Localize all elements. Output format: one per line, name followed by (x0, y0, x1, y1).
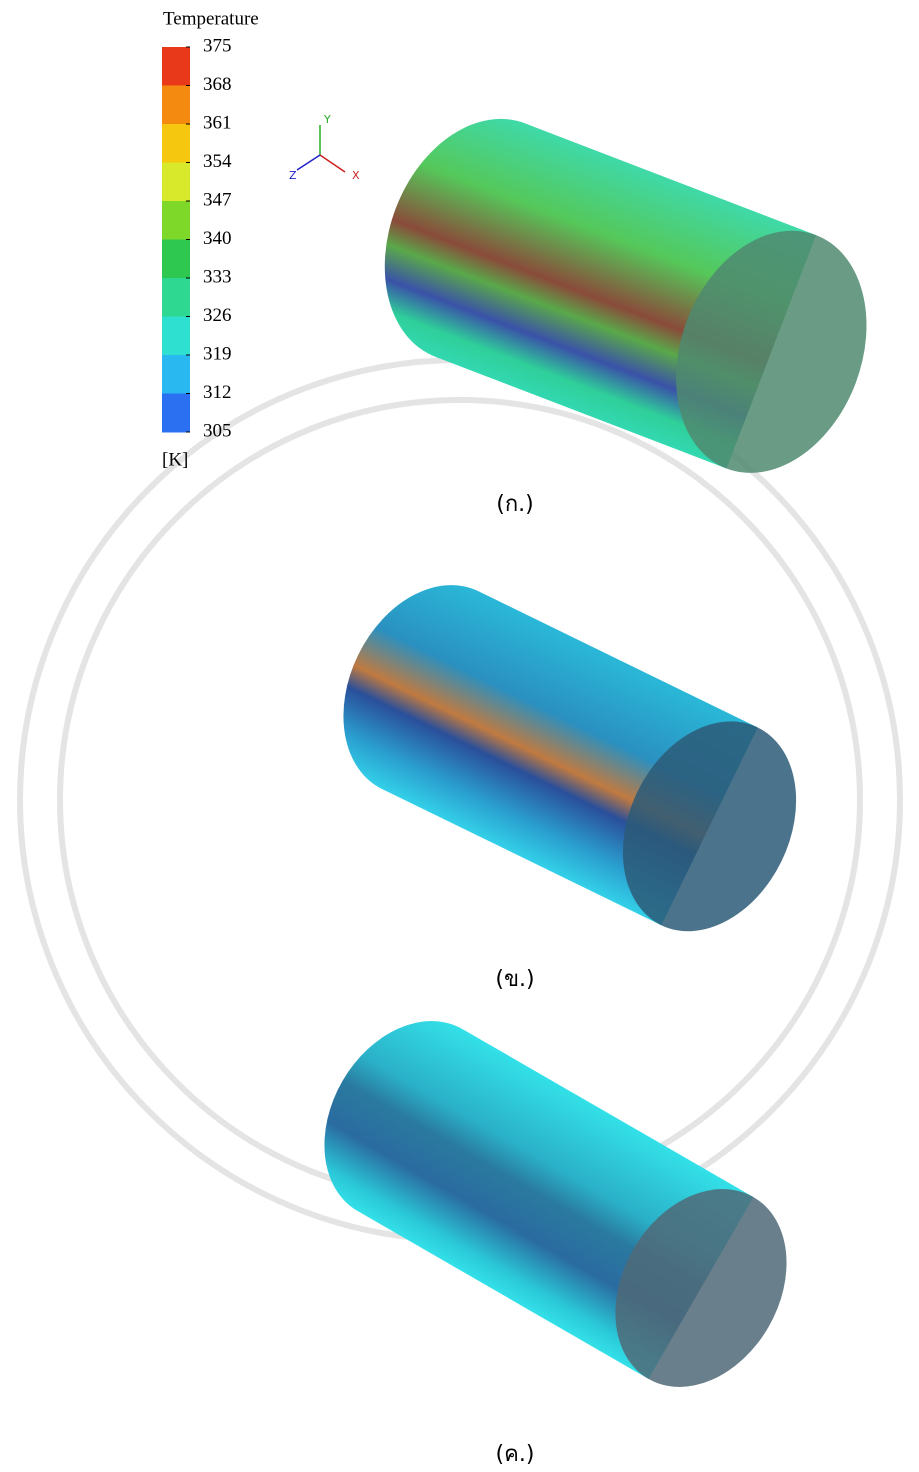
tick-label: 326 (203, 305, 232, 326)
tick-label: 347 (203, 189, 232, 210)
cylinder-b (343, 585, 797, 932)
cylinder-a (384, 118, 867, 473)
axis-label-z: Z (289, 169, 297, 182)
axis-label-x: X (352, 169, 360, 182)
axis-label-y: Y (323, 113, 331, 126)
tick-label: 319 (203, 343, 232, 364)
colorbar-band (162, 239, 190, 279)
colorbar-band (162, 85, 190, 125)
cylinder-c (324, 1021, 787, 1387)
caption: (ข.) (495, 967, 534, 992)
tick-label: 368 (203, 74, 232, 95)
legend-unit: [K] (162, 449, 188, 470)
colorbar-band (162, 162, 190, 202)
axis-triad (296, 125, 346, 173)
colorbar-band (162, 47, 190, 86)
tick-label: 375 (203, 35, 232, 56)
tick-label: 361 (203, 112, 232, 133)
caption: (ก.) (496, 492, 533, 517)
colorbar-band (162, 393, 190, 433)
colorbar-band (162, 316, 190, 356)
tick-label: 354 (203, 151, 232, 172)
colorbar: 375 368 361 354 347 340 333 326 319 312 305 (162, 35, 232, 441)
caption: (ค.) (496, 1442, 535, 1467)
colorbar-band (162, 355, 190, 394)
legend-title: Temperature (163, 8, 259, 29)
tick-label: 333 (203, 266, 232, 287)
colorbar-band (162, 278, 190, 317)
tick-label: 312 (203, 382, 232, 403)
colorbar-band (162, 201, 190, 240)
colorbar-band (162, 124, 190, 163)
tick-label: 340 (203, 228, 232, 249)
tick-label: 305 (203, 420, 232, 441)
